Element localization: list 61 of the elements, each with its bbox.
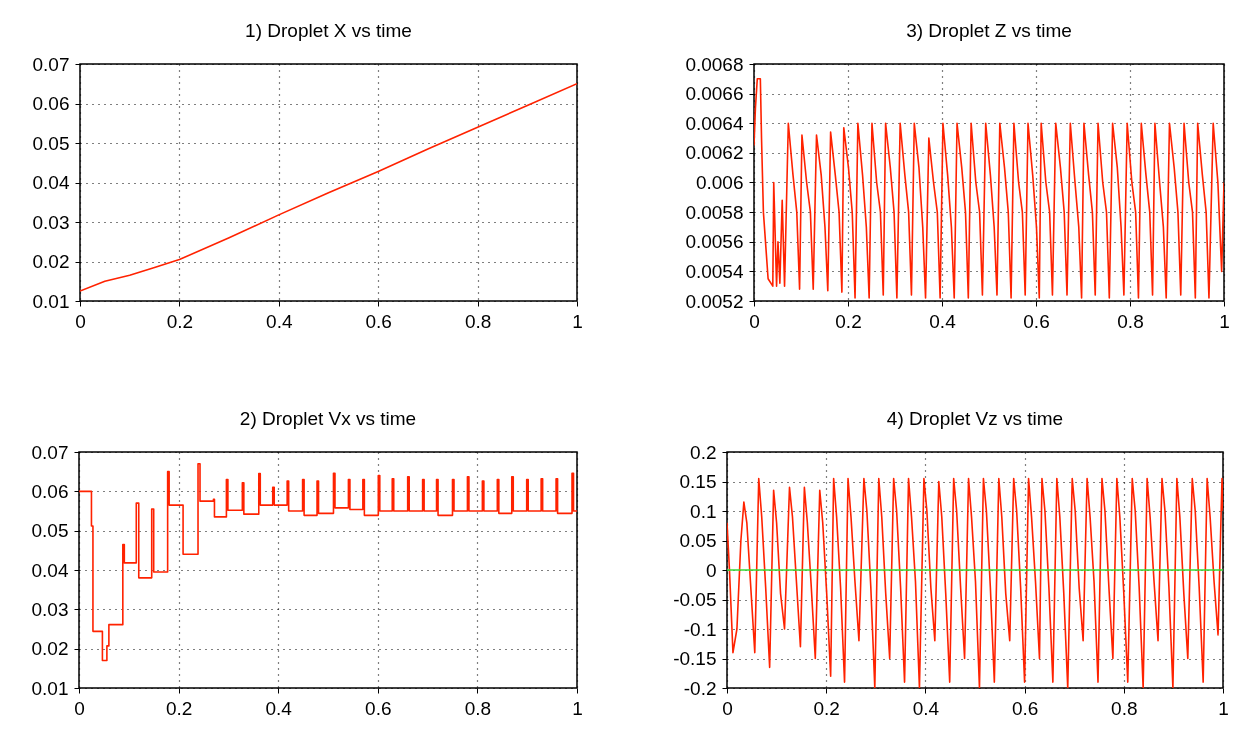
- y-tick-label: 0.06: [32, 93, 70, 114]
- x-tick-label: 1: [1218, 697, 1229, 719]
- x-tick-label: 0: [749, 310, 760, 332]
- y-tick-label: -0.1: [683, 618, 717, 640]
- y-tick-label: -0.15: [673, 648, 717, 669]
- y-tick-label: -0.05: [673, 589, 717, 610]
- x-tick-label: 0.6: [365, 310, 392, 332]
- y-tick-label: 0.01: [32, 290, 70, 312]
- y-tick-label: 0.04: [32, 172, 70, 193]
- y-tick-label: 0.0062: [685, 142, 744, 164]
- x-tick-label: 0.6: [1023, 310, 1050, 332]
- y-tick-label: 0.05: [32, 132, 70, 154]
- y-tick-label: 0.05: [31, 520, 69, 542]
- y-tick-label: 0.07: [32, 53, 70, 75]
- y-tick-label: 0.006: [695, 172, 744, 193]
- x-tick-label: 0: [75, 310, 86, 332]
- x-tick-label: 1: [1219, 310, 1230, 332]
- y-tick-label: 0.15: [679, 471, 717, 492]
- line-series: [80, 82, 577, 292]
- x-tick-label: 0.6: [1011, 697, 1039, 719]
- y-tick-label: 0.0052: [685, 290, 744, 312]
- x-tick-label: 0.4: [912, 697, 940, 719]
- y-tick-label: 0.2: [690, 441, 717, 463]
- x-tick-label: 0.8: [1111, 697, 1138, 719]
- x-tick-label: 0.2: [835, 310, 862, 332]
- y-tick-label: 0.02: [32, 251, 70, 272]
- y-tick-label: 0.02: [31, 638, 69, 660]
- chart-title: 4) Droplet Vz vs time: [886, 408, 1064, 429]
- x-tick-label: 0.4: [266, 310, 293, 332]
- x-tick-label: 0.8: [1117, 310, 1144, 332]
- x-tick-label: 0: [74, 697, 85, 719]
- x-tick-label: 0.6: [365, 697, 392, 719]
- y-tick-label: -0.2: [683, 677, 717, 699]
- y-tick-label: 0.05: [679, 530, 717, 551]
- y-tick-label: 0.0054: [685, 260, 744, 282]
- y-tick-label: 0.07: [31, 441, 69, 463]
- y-tick-label: 0: [705, 559, 717, 581]
- y-tick-label: 0.03: [31, 598, 69, 620]
- line-series: [754, 78, 1224, 299]
- y-tick-label: 0.0068: [685, 53, 744, 75]
- y-tick-label: 0.04: [31, 559, 69, 581]
- x-tick-label: 0.2: [813, 697, 840, 719]
- y-tick-label: 0.0064: [685, 112, 744, 134]
- chart-title: 2) Droplet Vx vs time: [239, 408, 417, 429]
- chart-title: 3) Droplet Z vs time: [906, 20, 1072, 41]
- x-tick-label: 1: [572, 310, 583, 332]
- x-tick-label: 0.8: [464, 310, 492, 332]
- x-tick-label: 1: [572, 697, 583, 719]
- x-tick-label: 0.8: [464, 697, 492, 719]
- chart-title: 1) Droplet X vs time: [245, 20, 412, 41]
- y-tick-label: 0.1: [690, 500, 717, 522]
- y-tick-label: 0.0066: [685, 83, 744, 105]
- y-tick-label: 0.03: [32, 211, 70, 233]
- y-tick-label: 0.0058: [685, 201, 744, 223]
- y-tick-label: 0.0056: [685, 231, 744, 253]
- x-tick-label: 0.4: [265, 697, 293, 719]
- y-tick-label: 0.06: [31, 480, 69, 502]
- x-tick-label: 0.2: [166, 310, 194, 332]
- y-tick-label: 0.01: [31, 677, 69, 699]
- x-tick-label: 0.4: [929, 310, 957, 332]
- x-tick-label: 0.2: [165, 697, 193, 719]
